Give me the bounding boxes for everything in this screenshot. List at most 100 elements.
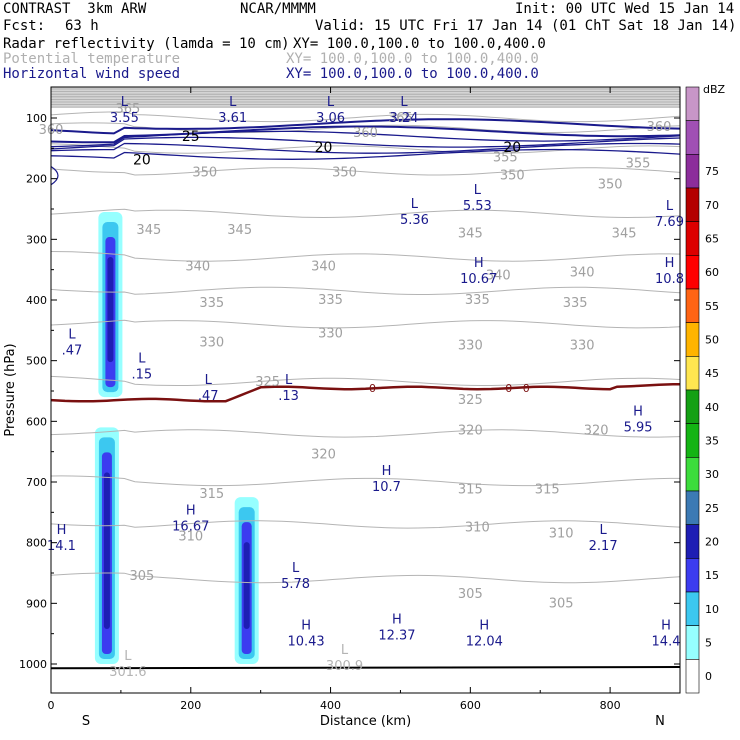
theta-label: 365	[388, 111, 413, 126]
x-axis-label: Distance (km)	[320, 714, 411, 729]
extrema-type: L	[68, 327, 76, 342]
field-2-name: Potential temperature	[3, 51, 181, 67]
colorbar-box	[685, 154, 700, 189]
valid-time: Valid: 15 UTC Fri 17 Jan 14 (01 ChT Sat …	[315, 18, 737, 34]
extrema-high: H10.43	[287, 619, 324, 650]
fcst-value: 63 h	[65, 18, 99, 34]
extrema-low: L5.53	[463, 183, 492, 214]
extrema-type: H	[633, 405, 643, 420]
theta-label: 345	[458, 226, 483, 241]
wind-label: 25	[182, 129, 200, 145]
extrema-type: H	[474, 256, 484, 271]
colorbar-level: 45	[705, 367, 719, 380]
source-label: NCAR/MMMM	[240, 1, 316, 17]
extrema-type: L	[292, 561, 300, 576]
extrema-type: L	[411, 197, 419, 212]
theta-label: 335	[563, 296, 588, 311]
extrema-high: H10.67	[460, 256, 497, 287]
extrema-type: H	[479, 619, 489, 634]
colorbar-level: 55	[705, 300, 719, 313]
extrema-value: 10.43	[287, 635, 324, 650]
colorbar-box	[685, 423, 700, 458]
colorbar-box	[685, 457, 700, 492]
field-2-xy: XY= 100.0,100.0 to 100.0,400.0	[286, 51, 539, 67]
extrema-value: 3.55	[110, 111, 139, 126]
wind-contour	[51, 136, 680, 150]
extrema-type: L	[121, 95, 129, 110]
theta-contour-345	[51, 208, 680, 219]
extrema-type: L	[341, 643, 349, 658]
extrema-value: 7.69	[655, 215, 684, 230]
extrema-high: H10.7	[372, 464, 401, 495]
extrema-high: H12.04	[466, 619, 503, 650]
extrema-value: 10.7	[372, 480, 401, 495]
wind-contour	[51, 148, 680, 160]
theta-label: 345	[612, 226, 637, 241]
theta-label: 320	[584, 423, 609, 438]
theta-label: 350	[332, 166, 357, 181]
theta-label: 305	[549, 596, 574, 611]
extrema-value: 12.37	[378, 629, 415, 644]
colorbar-level: 50	[705, 334, 719, 347]
extrema-value: 12.04	[466, 635, 503, 650]
extrema-low: L3.55	[110, 95, 139, 126]
theta-contour-330	[51, 319, 680, 329]
theta-label: 350	[500, 169, 525, 184]
extrema-value: 301.6	[109, 665, 146, 680]
field-3-xy: XY= 100.0,100.0 to 100.0,400.0	[286, 66, 539, 82]
extrema-high: H5.95	[624, 405, 653, 436]
init-time: Init: 00 UTC Wed 15 Jan 14	[515, 1, 735, 17]
theta-label: 315	[458, 482, 483, 497]
extrema-value: .13	[278, 389, 299, 404]
x-tick-label: 600	[460, 699, 481, 712]
zero-line-label: 0	[505, 382, 512, 395]
extrema-low: L5.78	[281, 561, 310, 592]
extrema-type: H	[661, 619, 671, 634]
surface-line	[51, 666, 680, 670]
extrema-high: H16.67	[172, 503, 209, 534]
colorbar-box	[685, 524, 700, 559]
theta-contour-350	[51, 167, 680, 176]
extrema-value: 5.95	[624, 421, 653, 436]
extrema-type: L	[205, 373, 213, 388]
theta-contour-365	[51, 111, 680, 123]
colorbar-level: 75	[705, 165, 719, 178]
extrema-value: 10.8	[655, 272, 684, 287]
extrema-low: L7.69	[655, 199, 684, 230]
theta-label: 360	[353, 126, 378, 141]
theta-label: 335	[199, 296, 224, 311]
wind-contour	[51, 166, 59, 186]
reflectivity-cell-1	[98, 212, 123, 398]
theta-label: 325	[458, 393, 483, 408]
extrema-low: L2.17	[589, 523, 618, 554]
fcst-label: Fcst:	[3, 18, 46, 34]
extrema-high: H14.4	[652, 619, 681, 650]
reflectivity-cell-2	[94, 427, 119, 664]
extrema-type: L	[229, 95, 237, 110]
extrema-type: L	[327, 95, 335, 110]
theta-contour-335	[51, 286, 680, 295]
extrema-type: L	[138, 352, 146, 367]
colorbar-layer: dBZ 0 5 10 15 20 25 30 35 40 45 50 55 60 65 70 75	[685, 83, 726, 694]
colorbar-box	[685, 120, 700, 155]
north-label: N	[655, 714, 665, 729]
theta-label: 360	[647, 120, 672, 135]
extrema-type: H	[665, 256, 675, 271]
y-tick-label: 100	[26, 112, 47, 125]
theta-contour-325	[51, 375, 680, 386]
colorbar-box	[685, 591, 700, 626]
theta-label: 305	[458, 587, 483, 602]
theta-label: 340	[311, 260, 336, 275]
colorbar-box	[685, 356, 700, 391]
extrema-high: H12.37	[378, 613, 415, 644]
theta-label: 310	[465, 521, 490, 536]
reflectivity-20dbz	[107, 257, 114, 363]
y-tick-label: 700	[26, 476, 47, 489]
zero-line-label: 0	[369, 382, 376, 395]
colorbar-box	[685, 322, 700, 357]
colorbar-level: 20	[705, 536, 719, 549]
x-tick-label: 800	[600, 699, 621, 712]
extrema-type: L	[285, 373, 293, 388]
